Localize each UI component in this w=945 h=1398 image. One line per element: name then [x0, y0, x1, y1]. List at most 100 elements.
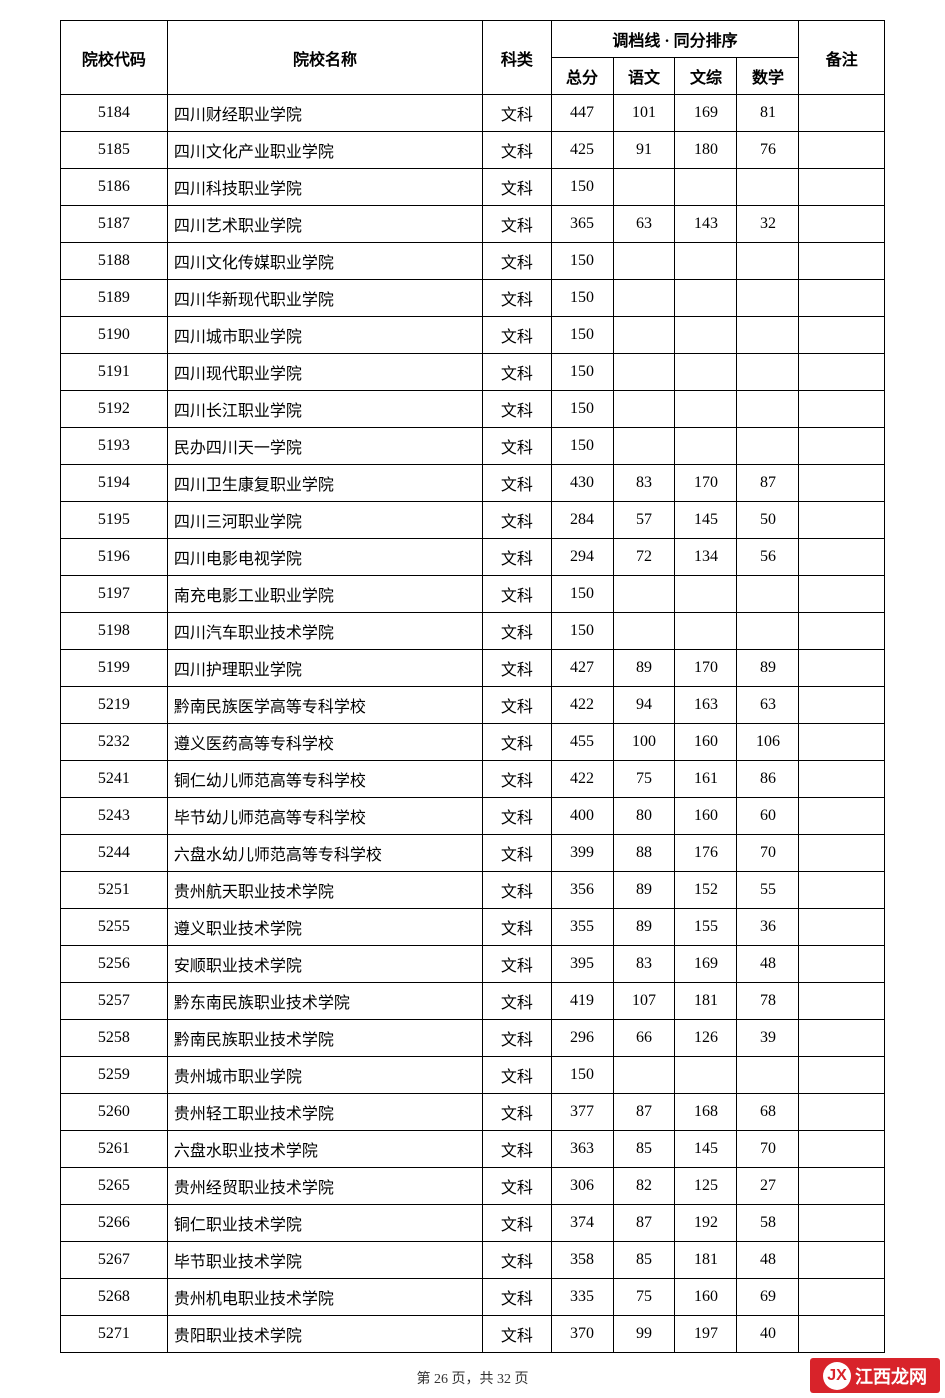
- table-row: 5189四川华新现代职业学院文科150: [61, 280, 885, 317]
- footer-mid: 页，共: [448, 1372, 497, 1387]
- cell-type: 文科: [483, 1205, 551, 1242]
- cell-math: 48: [737, 946, 799, 983]
- table-row: 5259贵州城市职业学院文科150: [61, 1057, 885, 1094]
- cell-math: 87: [737, 465, 799, 502]
- cell-math: 58: [737, 1205, 799, 1242]
- cell-name: 贵州城市职业学院: [167, 1057, 482, 1094]
- cell-chinese: 66: [613, 1020, 675, 1057]
- cell-name: 毕节职业技术学院: [167, 1242, 482, 1279]
- table-row: 5261六盘水职业技术学院文科3638514570: [61, 1131, 885, 1168]
- cell-math: 55: [737, 872, 799, 909]
- cell-math: [737, 613, 799, 650]
- cell-code: 5267: [61, 1242, 168, 1279]
- cell-code: 5185: [61, 132, 168, 169]
- cell-code: 5187: [61, 206, 168, 243]
- table-row: 5219黔南民族医学高等专科学校文科4229416363: [61, 687, 885, 724]
- cell-type: 文科: [483, 95, 551, 132]
- cell-total: 335: [551, 1279, 613, 1316]
- cell-comprehensive: 126: [675, 1020, 737, 1057]
- cell-chinese: 101: [613, 95, 675, 132]
- header-math: 数学: [737, 58, 799, 95]
- cell-comprehensive: [675, 391, 737, 428]
- cell-total: 370: [551, 1316, 613, 1353]
- cell-remark: [799, 1131, 885, 1168]
- cell-comprehensive: 155: [675, 909, 737, 946]
- cell-type: 文科: [483, 946, 551, 983]
- cell-math: [737, 1057, 799, 1094]
- table-row: 5244六盘水幼儿师范高等专科学校文科3998817670: [61, 835, 885, 872]
- cell-total: 425: [551, 132, 613, 169]
- cell-type: 文科: [483, 1094, 551, 1131]
- cell-remark: [799, 798, 885, 835]
- cell-math: [737, 428, 799, 465]
- cell-type: 文科: [483, 169, 551, 206]
- cell-chinese: 88: [613, 835, 675, 872]
- cell-code: 5266: [61, 1205, 168, 1242]
- table-row: 5198四川汽车职业技术学院文科150: [61, 613, 885, 650]
- cell-comprehensive: 169: [675, 95, 737, 132]
- cell-math: 60: [737, 798, 799, 835]
- cell-type: 文科: [483, 1242, 551, 1279]
- cell-comprehensive: 181: [675, 983, 737, 1020]
- cell-math: 69: [737, 1279, 799, 1316]
- cell-type: 文科: [483, 502, 551, 539]
- cell-remark: [799, 502, 885, 539]
- table-row: 5257黔东南民族职业技术学院文科41910718178: [61, 983, 885, 1020]
- cell-remark: [799, 1205, 885, 1242]
- cell-chinese: [613, 169, 675, 206]
- cell-remark: [799, 1316, 885, 1353]
- cell-code: 5251: [61, 872, 168, 909]
- cell-total: 150: [551, 243, 613, 280]
- cell-comprehensive: [675, 354, 737, 391]
- table-row: 5243毕节幼儿师范高等专科学校文科4008016060: [61, 798, 885, 835]
- cell-name: 黔南民族职业技术学院: [167, 1020, 482, 1057]
- cell-math: 40: [737, 1316, 799, 1353]
- cell-total: 377: [551, 1094, 613, 1131]
- cell-code: 5199: [61, 650, 168, 687]
- cell-name: 四川财经职业学院: [167, 95, 482, 132]
- table-row: 5184四川财经职业学院文科44710116981: [61, 95, 885, 132]
- cell-type: 文科: [483, 391, 551, 428]
- cell-math: 86: [737, 761, 799, 798]
- cell-total: 374: [551, 1205, 613, 1242]
- cell-chinese: 89: [613, 909, 675, 946]
- table-row: 5188四川文化传媒职业学院文科150: [61, 243, 885, 280]
- cell-comprehensive: 176: [675, 835, 737, 872]
- cell-type: 文科: [483, 428, 551, 465]
- table-row: 5191四川现代职业学院文科150: [61, 354, 885, 391]
- cell-name: 毕节幼儿师范高等专科学校: [167, 798, 482, 835]
- cell-total: 150: [551, 1057, 613, 1094]
- cell-math: [737, 169, 799, 206]
- cell-type: 文科: [483, 1279, 551, 1316]
- cell-chinese: 82: [613, 1168, 675, 1205]
- table-row: 5194四川卫生康复职业学院文科4308317087: [61, 465, 885, 502]
- cell-type: 文科: [483, 872, 551, 909]
- cell-name: 贵州机电职业技术学院: [167, 1279, 482, 1316]
- cell-math: [737, 576, 799, 613]
- cell-remark: [799, 576, 885, 613]
- table-row: 5196四川电影电视学院文科2947213456: [61, 539, 885, 576]
- cell-math: 106: [737, 724, 799, 761]
- cell-remark: [799, 724, 885, 761]
- cell-name: 四川文化传媒职业学院: [167, 243, 482, 280]
- cell-name: 黔东南民族职业技术学院: [167, 983, 482, 1020]
- cell-code: 5244: [61, 835, 168, 872]
- cell-code: 5241: [61, 761, 168, 798]
- cell-chinese: 91: [613, 132, 675, 169]
- cell-comprehensive: [675, 169, 737, 206]
- cell-remark: [799, 539, 885, 576]
- cell-code: 5191: [61, 354, 168, 391]
- table-row: 5193民办四川天一学院文科150: [61, 428, 885, 465]
- table-row: 5186四川科技职业学院文科150: [61, 169, 885, 206]
- cell-chinese: 57: [613, 502, 675, 539]
- cell-type: 文科: [483, 280, 551, 317]
- cell-code: 5258: [61, 1020, 168, 1057]
- cell-chinese: [613, 354, 675, 391]
- cell-total: 356: [551, 872, 613, 909]
- cell-remark: [799, 317, 885, 354]
- cell-name: 遵义医药高等专科学校: [167, 724, 482, 761]
- cell-type: 文科: [483, 798, 551, 835]
- footer-suffix: 页: [511, 1372, 529, 1387]
- cell-code: 5186: [61, 169, 168, 206]
- cell-comprehensive: 160: [675, 798, 737, 835]
